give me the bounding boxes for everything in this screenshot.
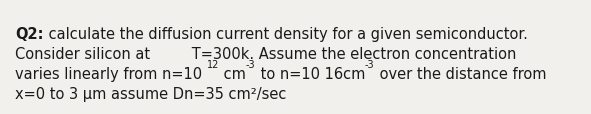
Text: x=0 to 3 μm assume Dn=35 cm²/sec: x=0 to 3 μm assume Dn=35 cm²/sec bbox=[15, 86, 287, 101]
Text: calculate the diffusion current density for a given semiconductor.: calculate the diffusion current density … bbox=[44, 27, 527, 42]
Text: 12: 12 bbox=[207, 60, 219, 69]
Text: -3: -3 bbox=[246, 60, 256, 69]
Text: Consider silicon at         T=300k. Assume the electron concentration: Consider silicon at T=300k. Assume the e… bbox=[15, 47, 517, 61]
Text: -3: -3 bbox=[365, 60, 375, 69]
Text: Q2:: Q2: bbox=[15, 27, 44, 42]
Text: varies linearly from n=10: varies linearly from n=10 bbox=[15, 66, 207, 81]
Text: to n=10 16cm: to n=10 16cm bbox=[256, 66, 365, 81]
Text: over the distance from: over the distance from bbox=[375, 66, 546, 81]
Text: cm: cm bbox=[219, 66, 246, 81]
